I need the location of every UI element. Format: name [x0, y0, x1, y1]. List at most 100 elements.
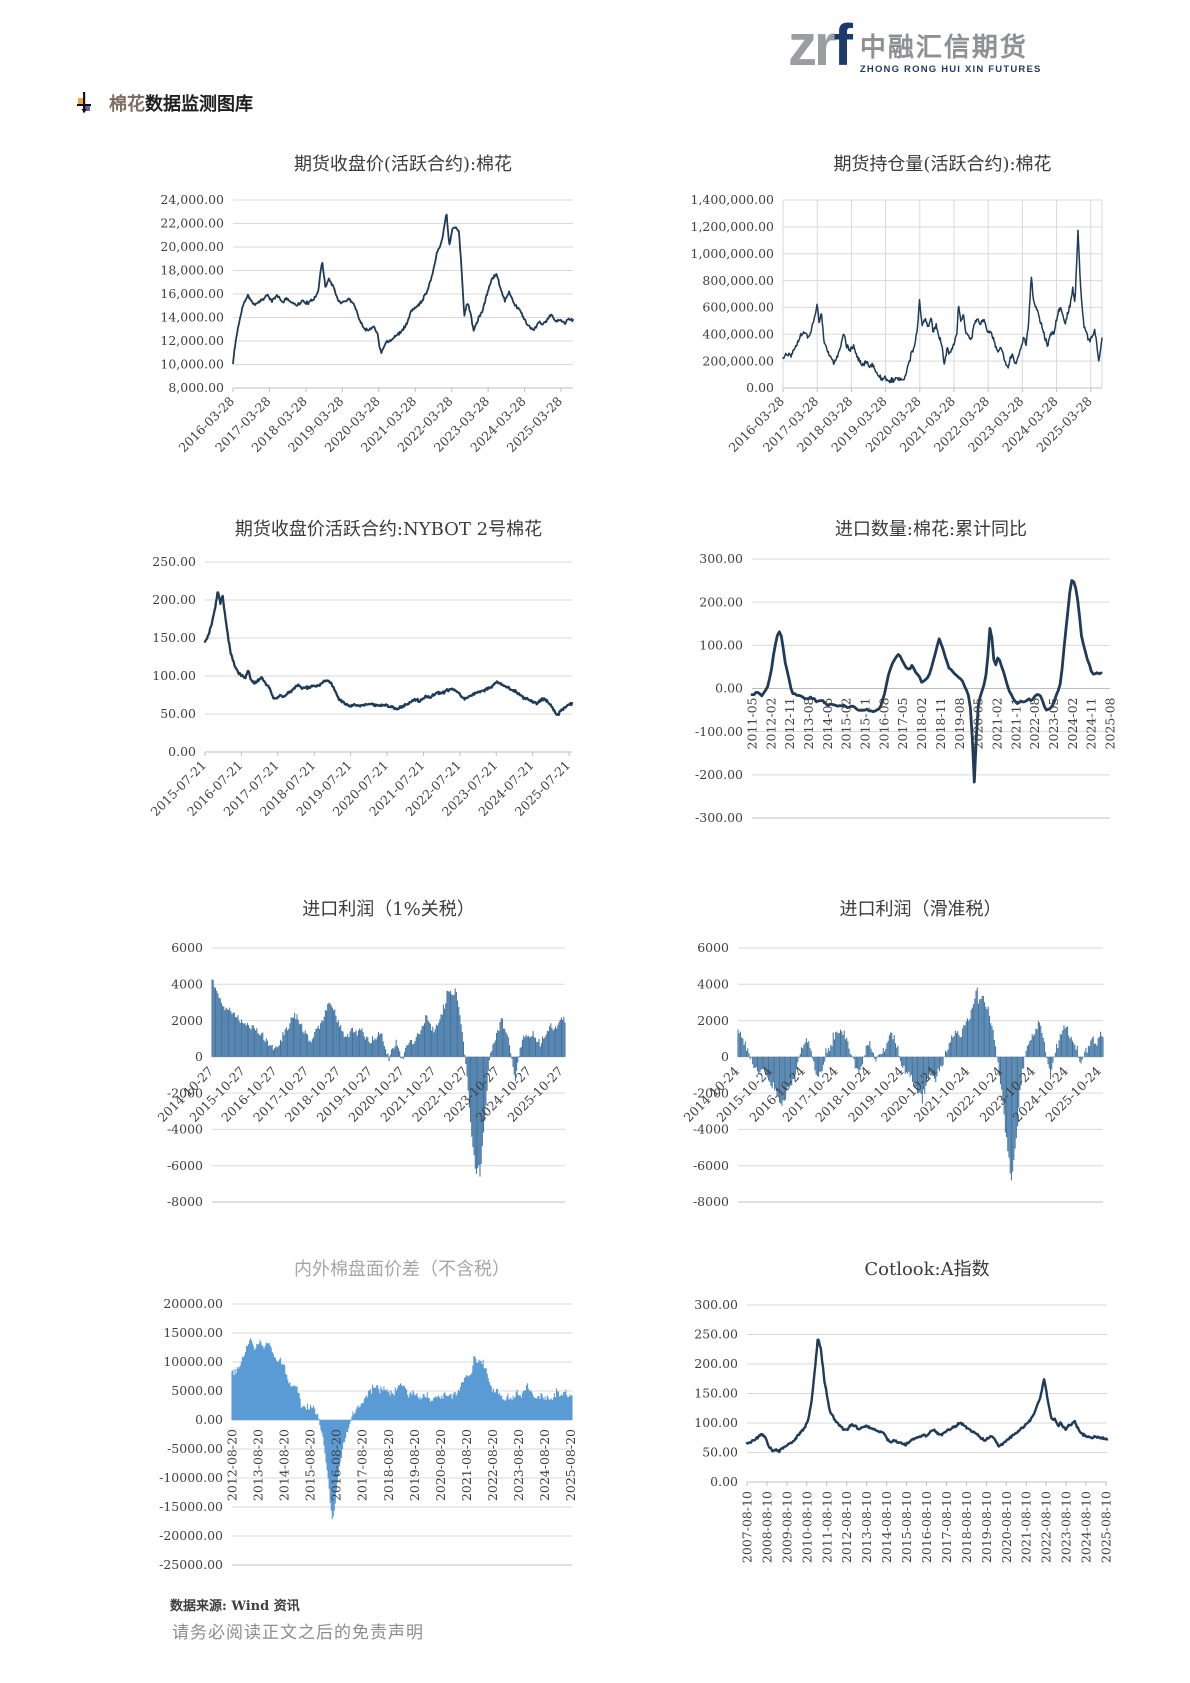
svg-text:-5000.00: -5000.00 [167, 1441, 223, 1456]
chart-cotton-price-spread: 内外棉盘面价差（不含税） 20000.00 15000.00 10000.00 500… [100, 1245, 582, 1603]
chart-canvas-cotlook: 300.00250.00200.00150.00100.0050.000.002… [694, 1297, 1113, 1563]
svg-text:0: 0 [195, 1049, 203, 1064]
svg-text:2023-08-20: 2023-08-20 [511, 1429, 526, 1501]
chart-title: 内外棉盘面价差（不含税） [294, 1259, 510, 1280]
svg-text:2012-08-20: 2012-08-20 [225, 1429, 240, 1501]
svg-text:150.00: 150.00 [694, 1386, 738, 1401]
chart-cotlook-a-index: Cotlook:A指数 300.00 250.00 200.00 150.00 100.… [618, 1245, 1118, 1603]
svg-text:0.00: 0.00 [715, 681, 743, 696]
svg-text:-8000: -8000 [167, 1194, 203, 1209]
page-title-topic: 棉花 [109, 94, 145, 115]
svg-text:1,200,000.00: 1,200,000.00 [691, 219, 775, 234]
svg-text:2020-05: 2020-05 [971, 698, 986, 750]
svg-text:1,400,000.00: 1,400,000.00 [691, 192, 775, 207]
svg-text:2019-08-20: 2019-08-20 [407, 1429, 422, 1501]
svg-text:-6000: -6000 [167, 1158, 203, 1173]
chart-import-profit-1pct-tariff: 进口利润（1%关税） 6000 4000 2000 0 -2000 -4000 -6000 -… [100, 885, 580, 1235]
svg-text:2022-08-20: 2022-08-20 [485, 1429, 500, 1501]
svg-text:200,000.00: 200,000.00 [702, 353, 774, 368]
page-title: 棉花数据监测图库 [109, 90, 253, 116]
svg-text:22,000.00: 22,000.00 [160, 216, 224, 231]
logo-zr-text: zr [788, 13, 837, 78]
chart-canvas-price-spread: 20000.00 15000.00 10000.00 5000.00 0.00 -5000… [159, 1296, 578, 1572]
svg-text:-20000.00: -20000.00 [159, 1528, 223, 1543]
svg-text:-10000.00: -10000.00 [159, 1470, 223, 1485]
chart-title: 期货收盘价(活跃合约):棉花 [293, 154, 513, 175]
svg-text:2015-08-20: 2015-08-20 [303, 1429, 318, 1501]
pin-icon [75, 92, 93, 114]
svg-text:6000: 6000 [697, 940, 729, 955]
svg-text:100.00: 100.00 [699, 638, 743, 653]
svg-text:2009-08-10: 2009-08-10 [779, 1491, 794, 1563]
svg-text:2012-08-10: 2012-08-10 [839, 1491, 854, 1563]
svg-text:-2000: -2000 [167, 1085, 203, 1100]
data-source-note: 数据来源: Wind 资讯 [170, 1599, 300, 1614]
chart-nybot-close: 期货收盘价活跃合约:NYBOT 2号棉花 250.00 200.00 150.00 1… [100, 505, 580, 835]
svg-text:2015-08-10: 2015-08-10 [899, 1491, 914, 1563]
svg-text:2016-08: 2016-08 [876, 697, 891, 749]
svg-text:200.00: 200.00 [152, 592, 196, 607]
svg-text:24,000.00: 24,000.00 [160, 192, 224, 207]
svg-text:2021-08-20: 2021-08-20 [459, 1429, 474, 1501]
company-logo: zrf 中融汇信期货 ZHONG RONG HUI XIN FUTURES [788, 17, 1042, 76]
company-name-cn: 中融汇信期货 [859, 32, 1028, 62]
svg-text:2023-05: 2023-05 [1046, 698, 1061, 750]
section-header: 棉花数据监测图库 [75, 90, 253, 116]
svg-text:4000: 4000 [697, 976, 729, 991]
svg-text:-2000: -2000 [693, 1085, 729, 1100]
svg-text:2016-08-10: 2016-08-10 [919, 1491, 934, 1563]
svg-text:2018-02: 2018-02 [914, 698, 929, 750]
chart-title: 期货持仓量(活跃合约):棉花 [833, 154, 1052, 175]
svg-text:2017-08-10: 2017-08-10 [939, 1491, 954, 1563]
svg-text:10000.00: 10000.00 [163, 1354, 223, 1369]
svg-text:2012-02: 2012-02 [763, 698, 778, 750]
svg-text:16,000.00: 16,000.00 [160, 286, 224, 301]
svg-text:15000.00: 15000.00 [163, 1325, 223, 1340]
svg-text:10,000.00: 10,000.00 [160, 357, 224, 372]
svg-text:2000: 2000 [697, 1013, 729, 1028]
svg-text:-4000: -4000 [693, 1122, 729, 1137]
svg-text:-300.00: -300.00 [695, 810, 743, 825]
svg-text:2022-08-10: 2022-08-10 [1039, 1491, 1054, 1563]
company-name-en: ZHONG RONG HUI XIN FUTURES [859, 64, 1042, 75]
svg-text:50.00: 50.00 [160, 706, 196, 721]
svg-text:800,000.00: 800,000.00 [702, 273, 774, 288]
svg-text:400,000.00: 400,000.00 [702, 326, 774, 341]
chart-title: Cotlook:A指数 [864, 1259, 990, 1280]
chart-canvas-open-interest: 1,400,000.00 1,200,000.00 1,000,000.00 800,… [691, 192, 1103, 455]
svg-text:2021-02: 2021-02 [989, 698, 1004, 750]
chart-futures-close-cotton: 期货收盘价(活跃合约):棉花 24,000.00 22,000.00 20,000.… [100, 140, 580, 470]
svg-text:0.00: 0.00 [168, 744, 196, 759]
svg-text:2020-08-20: 2020-08-20 [433, 1429, 448, 1501]
svg-text:200.00: 200.00 [694, 1356, 738, 1371]
svg-text:2010-08-10: 2010-08-10 [799, 1491, 814, 1563]
svg-text:-4000: -4000 [167, 1122, 203, 1137]
svg-text:18,000.00: 18,000.00 [160, 263, 224, 278]
svg-text:20,000.00: 20,000.00 [160, 239, 224, 254]
svg-text:2014-08-10: 2014-08-10 [879, 1491, 894, 1563]
chart-import-profit-sliding-tariff: 进口利润（滑准税） 6000 4000 2000 0 -2000 -4000 -6000 -8… [618, 885, 1118, 1235]
svg-text:2019-08-10: 2019-08-10 [979, 1491, 994, 1563]
chart-title: 期货收盘价活跃合约:NYBOT 2号棉花 [234, 519, 543, 540]
svg-text:12,000.00: 12,000.00 [160, 333, 224, 348]
svg-text:2022-08: 2022-08 [1027, 697, 1042, 749]
svg-text:2019-08: 2019-08 [952, 697, 967, 749]
logo-zrf-mark: zrf [788, 17, 853, 75]
svg-text:-15000.00: -15000.00 [159, 1499, 223, 1514]
svg-text:600,000.00: 600,000.00 [702, 300, 774, 315]
page-title-rest: 数据监测图库 [145, 94, 253, 115]
chart-title: 进口利润（1%关税） [302, 899, 475, 920]
svg-text:2014-08-20: 2014-08-20 [277, 1429, 292, 1501]
svg-text:2023-08-10: 2023-08-10 [1059, 1491, 1074, 1563]
svg-text:-25000.00: -25000.00 [159, 1557, 223, 1572]
svg-text:2018-08-10: 2018-08-10 [959, 1491, 974, 1563]
svg-text:14,000.00: 14,000.00 [160, 310, 224, 325]
svg-text:2017-08-20: 2017-08-20 [355, 1429, 370, 1501]
svg-text:300.00: 300.00 [699, 551, 743, 566]
svg-text:-200.00: -200.00 [695, 767, 743, 782]
svg-text:2013-08-10: 2013-08-10 [859, 1491, 874, 1563]
svg-text:2024-08-10: 2024-08-10 [1079, 1491, 1094, 1563]
chart-open-interest-cotton: 期货持仓量(活跃合约):棉花 1,400,000.00 1,200,000.00 1… [618, 140, 1118, 470]
svg-text:100.00: 100.00 [694, 1415, 738, 1430]
